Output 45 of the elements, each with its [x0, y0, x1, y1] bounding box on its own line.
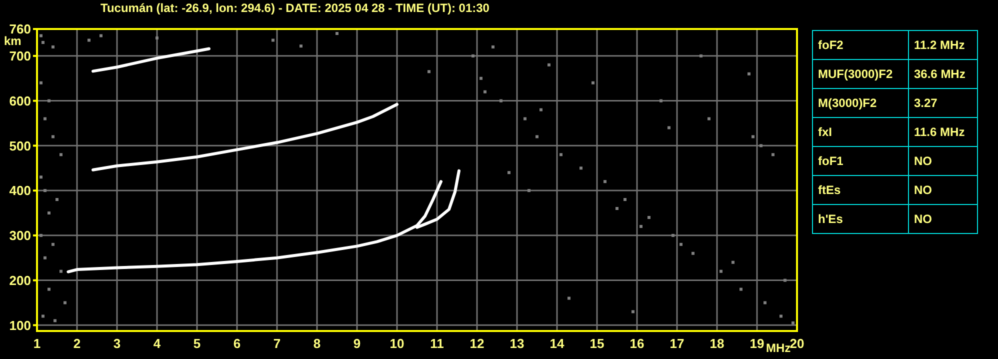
category-label: foF2 — [812, 30, 908, 60]
category-label: ftEs — [812, 176, 908, 204]
category-label: MUF(3000)F2 — [812, 60, 908, 88]
y-tick-label: 500 — [9, 138, 31, 154]
x-tick-label: 9 — [353, 336, 361, 352]
x-tick-label: 14 — [550, 336, 565, 352]
x-tick-label: 10 — [390, 336, 404, 352]
y-tick-label: 760 — [9, 22, 31, 37]
y-tick-label: 600 — [9, 93, 31, 108]
text: 3.27 — [914, 96, 938, 110]
x-tick-label: 5 — [193, 336, 201, 352]
category-label: h'Es — [812, 204, 908, 234]
x-tick-label: 13 — [510, 336, 524, 352]
category-label: foF1 — [812, 146, 908, 176]
x-tick-label: 18 — [710, 336, 724, 352]
x-tick-label: 17 — [670, 336, 684, 352]
text: NO — [914, 183, 932, 197]
x-tick-label: 2 — [73, 336, 81, 352]
y-tick-label: 200 — [9, 272, 31, 288]
x-tick-label: 16 — [630, 336, 644, 352]
x-tick-label: 20 — [790, 336, 804, 352]
x-tick-label: 3 — [113, 336, 121, 352]
y-tick-label: 700 — [9, 48, 31, 64]
x-tick-label: 12 — [470, 336, 484, 352]
y-axis-title: km — [4, 34, 22, 48]
y-tick-label: 400 — [9, 183, 31, 198]
y-tick-label: 100 — [9, 318, 31, 333]
x-tick-label: 6 — [233, 336, 241, 352]
x-tick-label: 8 — [313, 336, 321, 352]
chart-title: Tucumán (lat: -26.9, lon: 294.6) - DATE: 2025 04 28 - TIME (UT): 01:30 — [100, 1, 490, 15]
text: 11.2 MHz — [914, 38, 965, 52]
x-tick-label: 4 — [153, 336, 162, 352]
text: 36.6 MHz — [914, 67, 966, 81]
text: NO — [914, 154, 932, 168]
x-tick-label: 1 — [33, 336, 41, 352]
x-tick-label: 15 — [590, 336, 604, 352]
x-tick-label: 11 — [430, 336, 444, 352]
text: NO — [914, 212, 932, 226]
x-tick-label: 7 — [273, 336, 281, 352]
x-axis-title: MHz — [766, 341, 791, 355]
text: 11.6 MHz — [914, 125, 965, 139]
x-tick-label: 19 — [750, 336, 764, 352]
category-label: M(3000)F2 — [812, 88, 908, 118]
category-label: fxI — [812, 118, 908, 146]
y-tick-label: 300 — [9, 228, 31, 244]
